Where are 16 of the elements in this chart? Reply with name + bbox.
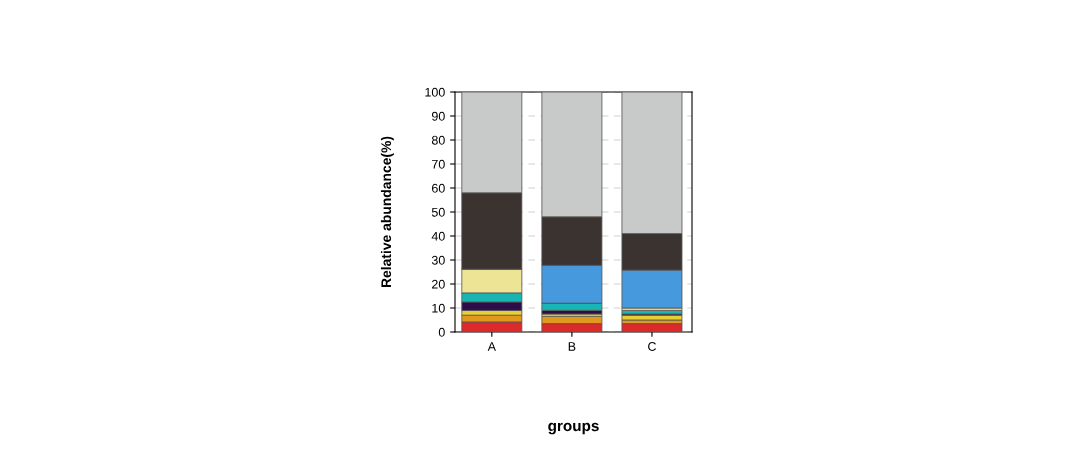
- y-tick-label: 10: [432, 303, 445, 313]
- y-tick-label: 0: [438, 327, 445, 337]
- y-tick-label: 100: [425, 87, 445, 97]
- y-tick-label: 90: [431, 111, 445, 121]
- x-axis-title: groups: [548, 422, 599, 435]
- y-tick-label: 30: [431, 255, 445, 265]
- y-tick-label: 20: [432, 279, 445, 289]
- y-tick-label: 80: [431, 135, 445, 145]
- y-axis-title: Relative abundance(%): [380, 136, 394, 288]
- y-tick-label: 70: [432, 159, 445, 169]
- x-tick-label: C: [648, 342, 656, 351]
- y-tick-label: 50: [431, 207, 445, 217]
- y-tick-label: 40: [431, 231, 445, 241]
- y-tick-label: 60: [432, 183, 445, 193]
- x-tick-label: A: [487, 342, 496, 351]
- x-tick-label: B: [568, 342, 576, 351]
